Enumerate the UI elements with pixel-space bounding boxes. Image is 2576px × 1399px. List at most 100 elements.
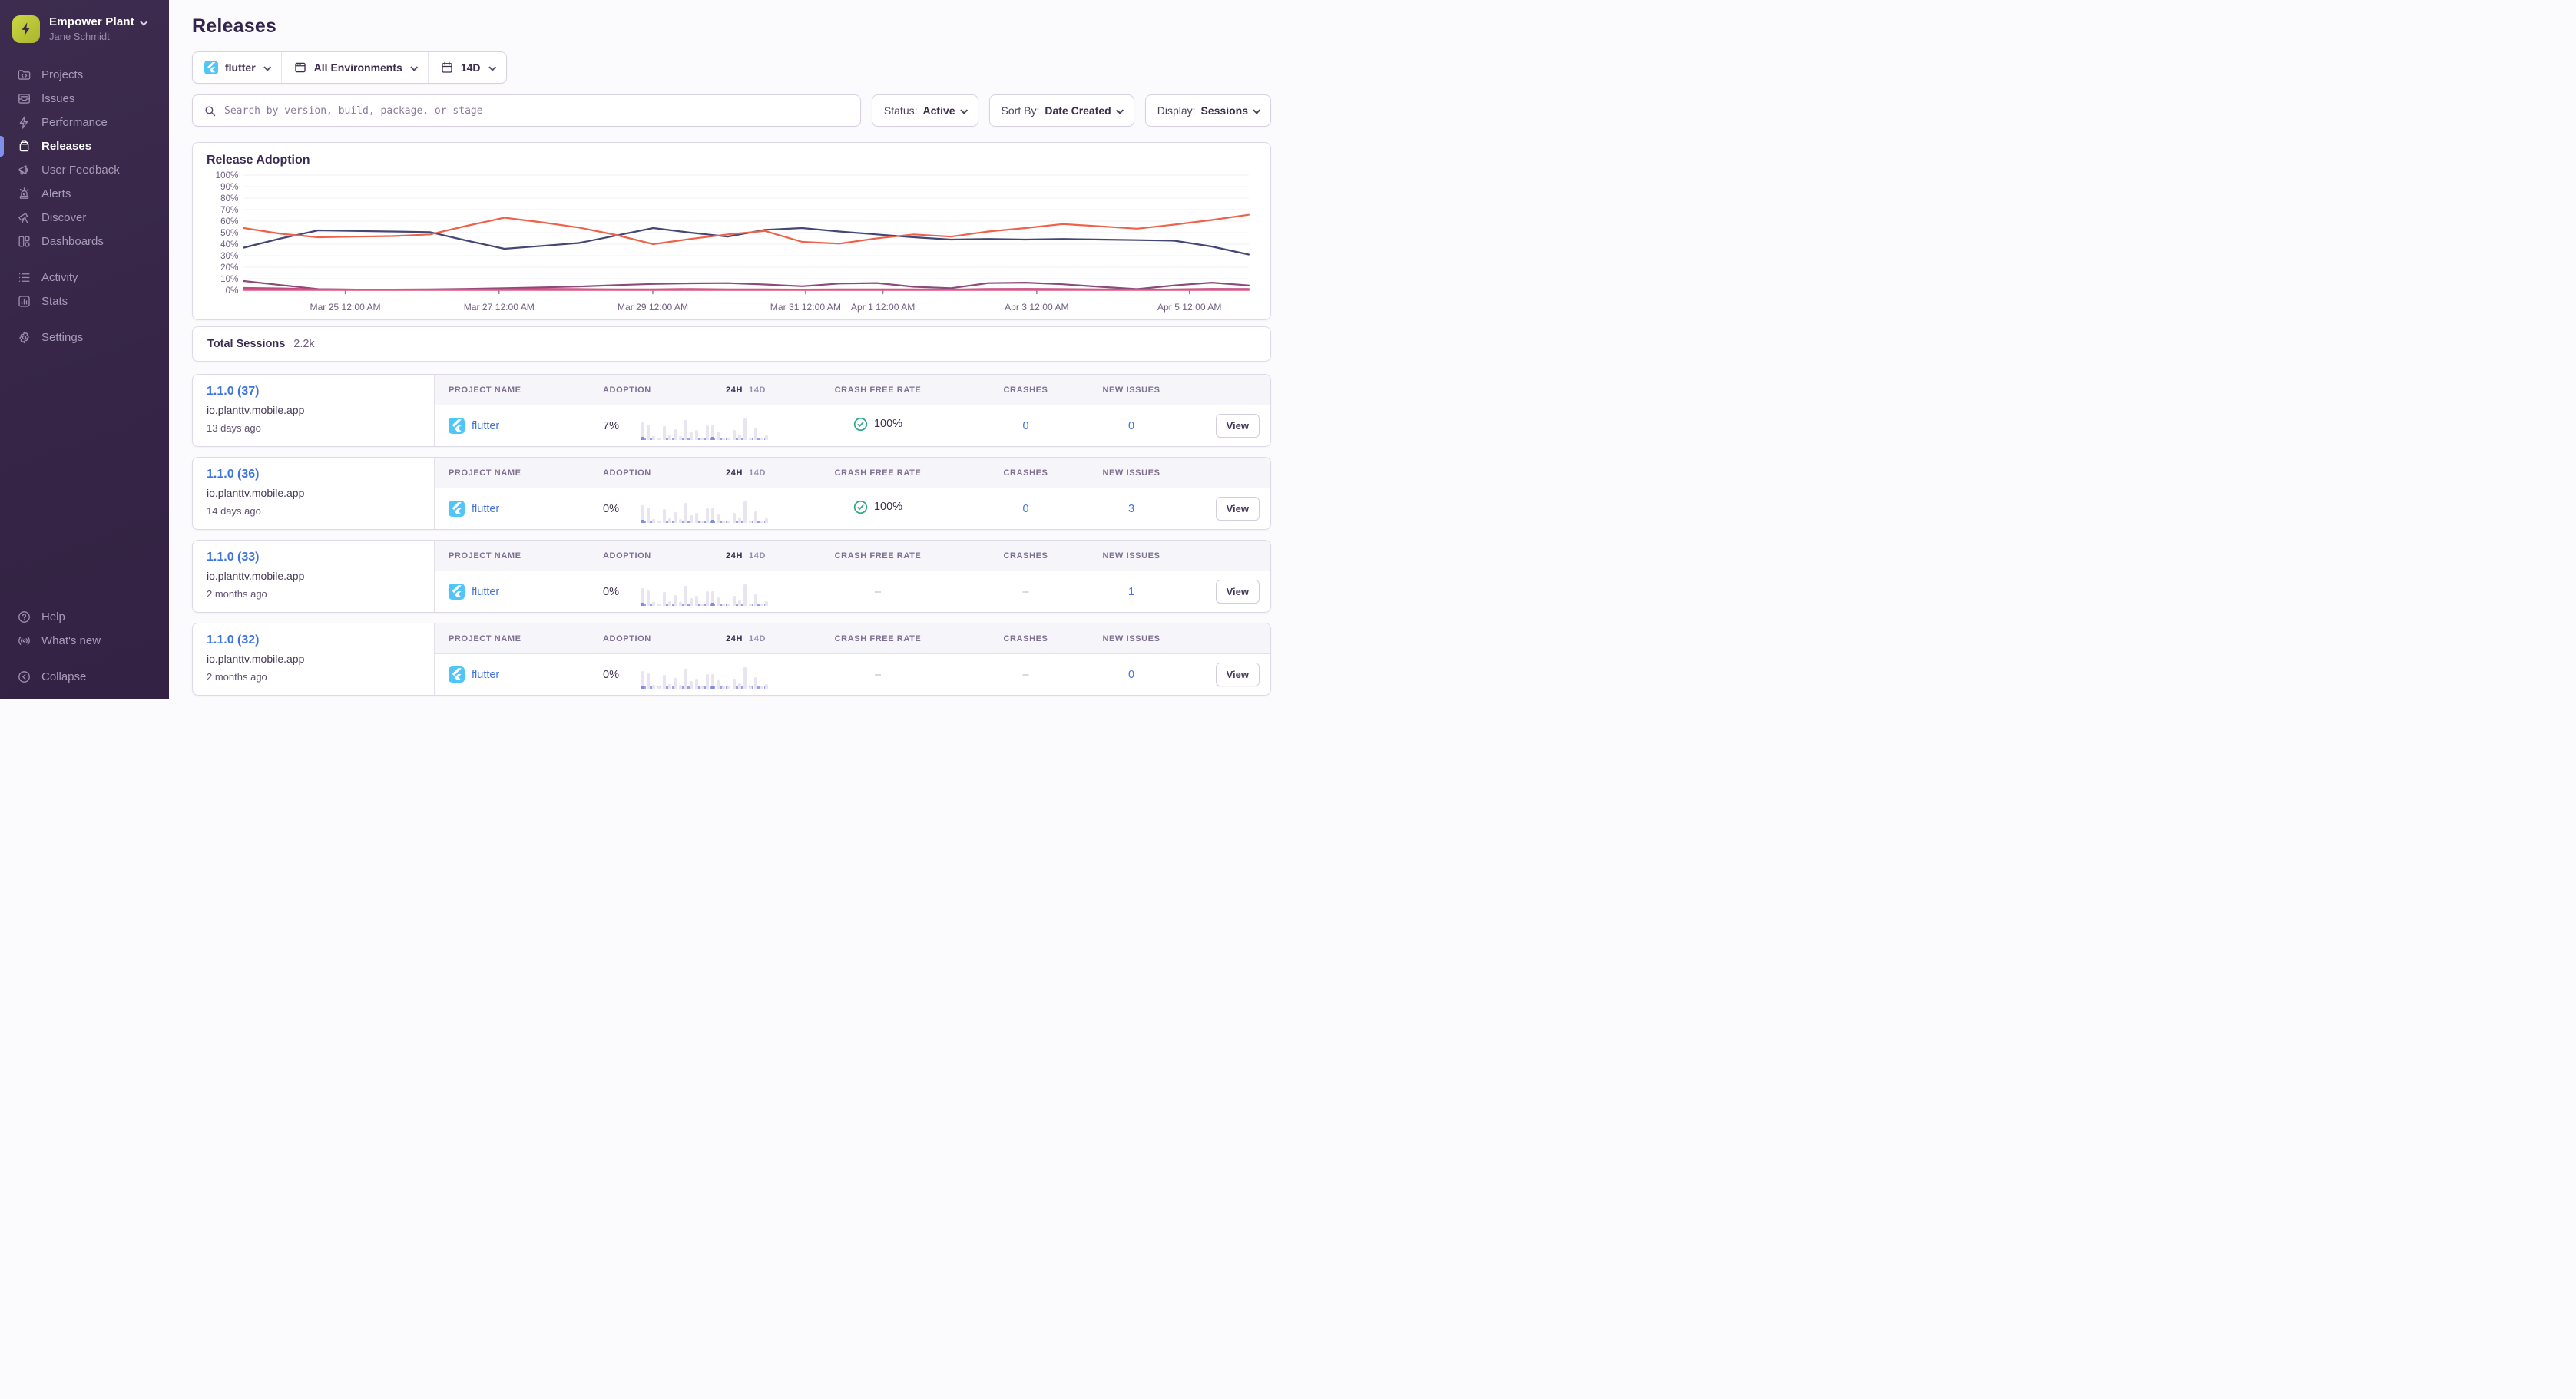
release-version-link[interactable]: 1.1.0 (36) — [207, 468, 260, 481]
sparkline-bar — [717, 431, 720, 440]
sparkline-bar — [754, 594, 757, 606]
sparkline-bar — [700, 437, 704, 440]
sidebar-item-help[interactable]: Help — [0, 605, 169, 629]
sparkline-bar — [727, 686, 730, 689]
total-sessions-value: 2.2k — [293, 338, 315, 350]
release-card-table: Project Name Adoption 24H 14D Crash Free Rat… — [434, 623, 1270, 695]
display-filter-button[interactable]: Display: Sessions — [1144, 94, 1271, 127]
sidebar-item-label: Releases — [41, 140, 92, 153]
release-table-row: flutter 0% – – 1 View — [435, 571, 1270, 612]
sparkline-bar — [647, 507, 650, 523]
sidebar-item-projects[interactable]: Projects — [0, 63, 169, 87]
project-link[interactable]: flutter — [472, 502, 500, 515]
sidebar-item-label: Activity — [41, 271, 78, 284]
environment-window-icon — [294, 62, 306, 73]
release-table-row: flutter 0% – – 0 View — [435, 654, 1270, 695]
release-version-link[interactable]: 1.1.0 (32) — [207, 633, 260, 647]
release-version-link[interactable]: 1.1.0 (37) — [207, 385, 260, 398]
sidebar-item-label: Stats — [41, 295, 68, 308]
org-switcher[interactable]: Empower Plant Jane Schmidt — [0, 11, 169, 46]
project-filter-button[interactable]: flutter — [193, 52, 281, 83]
svg-text:70%: 70% — [220, 206, 238, 215]
release-card-info: 1.1.0 (36) io.planttv.mobile.app 14 days a… — [193, 458, 434, 529]
discover-icon — [17, 210, 31, 225]
release-card: 1.1.0 (33) io.planttv.mobile.app 2 months … — [192, 540, 1271, 613]
sparkline-bar — [760, 437, 763, 440]
new-issues-link[interactable]: 0 — [1127, 419, 1135, 432]
sidebar-item-issues[interactable]: Issues — [0, 87, 169, 111]
date-range-filter-button[interactable]: 14D — [427, 52, 506, 83]
sparkline-bar — [722, 686, 725, 689]
sidebar-item-releases[interactable]: Releases — [0, 134, 169, 158]
range-toggle-14d[interactable]: 14D — [749, 551, 766, 561]
search-input[interactable] — [224, 104, 849, 117]
sidebar-item-discover[interactable]: Discover — [0, 206, 169, 230]
sidebar-item-label: Performance — [41, 116, 108, 129]
view-release-button[interactable]: View — [1215, 497, 1260, 521]
new-issues-link[interactable]: 1 — [1127, 585, 1135, 598]
sidebar-item-dashboards[interactable]: Dashboards — [0, 230, 169, 253]
range-toggle-14d[interactable]: 14D — [749, 385, 766, 395]
sparkline-bar — [749, 437, 752, 440]
adoption-sparkline — [641, 412, 768, 440]
sidebar-item-performance[interactable]: Performance — [0, 111, 169, 134]
sidebar-item-activity[interactable]: Activity — [0, 266, 169, 289]
project-cell: flutter — [435, 666, 603, 683]
range-toggle-14d[interactable]: 14D — [749, 633, 766, 643]
sort-filter-button[interactable]: Sort By: Date Created — [988, 94, 1134, 127]
sparkline-bar — [749, 603, 752, 606]
sidebar-item-collapse[interactable]: Collapse — [0, 665, 169, 689]
adoption-value: 7% — [603, 419, 619, 432]
sidebar-item-label: User Feedback — [41, 164, 120, 177]
col-new-issues: New Issues — [1102, 551, 1161, 561]
environment-filter-button[interactable]: All Environments — [280, 52, 428, 83]
sparkline-bar — [690, 597, 693, 606]
new-issues-link[interactable]: 3 — [1127, 502, 1135, 515]
svg-text:Apr 3 12:00 AM: Apr 3 12:00 AM — [1005, 302, 1068, 313]
release-age: 13 days ago — [207, 422, 261, 434]
range-toggle-24h[interactable]: 24H — [726, 551, 743, 561]
view-release-button[interactable]: View — [1215, 663, 1260, 686]
crash-free-value: 100% — [853, 417, 902, 432]
release-version-link[interactable]: 1.1.0 (33) — [207, 551, 260, 564]
sidebar-item-stats[interactable]: Stats — [0, 289, 169, 313]
sparkline-bar — [700, 686, 704, 689]
view-release-button[interactable]: View — [1215, 414, 1260, 438]
alerts-icon — [17, 187, 31, 201]
sidebar-item-settings[interactable]: Settings — [0, 326, 169, 349]
sparkline-bar — [749, 686, 752, 689]
sparkline-bar — [668, 518, 671, 523]
sparkline-bar — [738, 683, 741, 689]
range-toggle-24h[interactable]: 24H — [726, 468, 743, 478]
sidebar-nav-secondary: Activity Stats — [0, 266, 169, 313]
view-release-button[interactable]: View — [1215, 580, 1260, 604]
project-link[interactable]: flutter — [472, 585, 500, 598]
sidebar-item-whats-new[interactable]: What's new — [0, 629, 169, 653]
crashes-link[interactable]: 0 — [1022, 419, 1029, 432]
new-issues-link[interactable]: 0 — [1127, 668, 1135, 681]
sparkline-bar — [668, 600, 671, 606]
sparkline-bar — [727, 437, 730, 440]
crashes-link[interactable]: 0 — [1022, 502, 1029, 515]
date-range-filter-value: 14D — [460, 61, 481, 74]
status-filter-button[interactable]: Status: Active — [871, 94, 978, 127]
sparkline-bar — [641, 504, 644, 523]
sidebar-item-label: Dashboards — [41, 235, 104, 248]
release-card: 1.1.0 (37) io.planttv.mobile.app 13 days a… — [192, 374, 1271, 447]
sparkline-bar — [711, 508, 714, 523]
col-range: 24H 14D — [641, 385, 770, 395]
project-link[interactable]: flutter — [472, 668, 500, 681]
sidebar-item-user-feedback[interactable]: User Feedback — [0, 158, 169, 182]
release-card: 1.1.0 (36) io.planttv.mobile.app 14 days a… — [192, 457, 1271, 530]
sparkline-bar — [652, 518, 655, 523]
chevron-down-icon — [959, 106, 968, 114]
sidebar-item-alerts[interactable]: Alerts — [0, 182, 169, 206]
range-toggle-24h[interactable]: 24H — [726, 385, 743, 395]
col-crash-free-rate: Crash Free Rate — [834, 551, 922, 561]
svg-text:Apr 1 12:00 AM: Apr 1 12:00 AM — [851, 302, 915, 313]
project-link[interactable]: flutter — [472, 419, 500, 432]
range-toggle-14d[interactable]: 14D — [749, 468, 766, 478]
range-toggle-24h[interactable]: 24H — [726, 633, 743, 643]
crashes-empty: – — [1022, 585, 1029, 598]
sidebar-item-label: Alerts — [41, 187, 71, 200]
